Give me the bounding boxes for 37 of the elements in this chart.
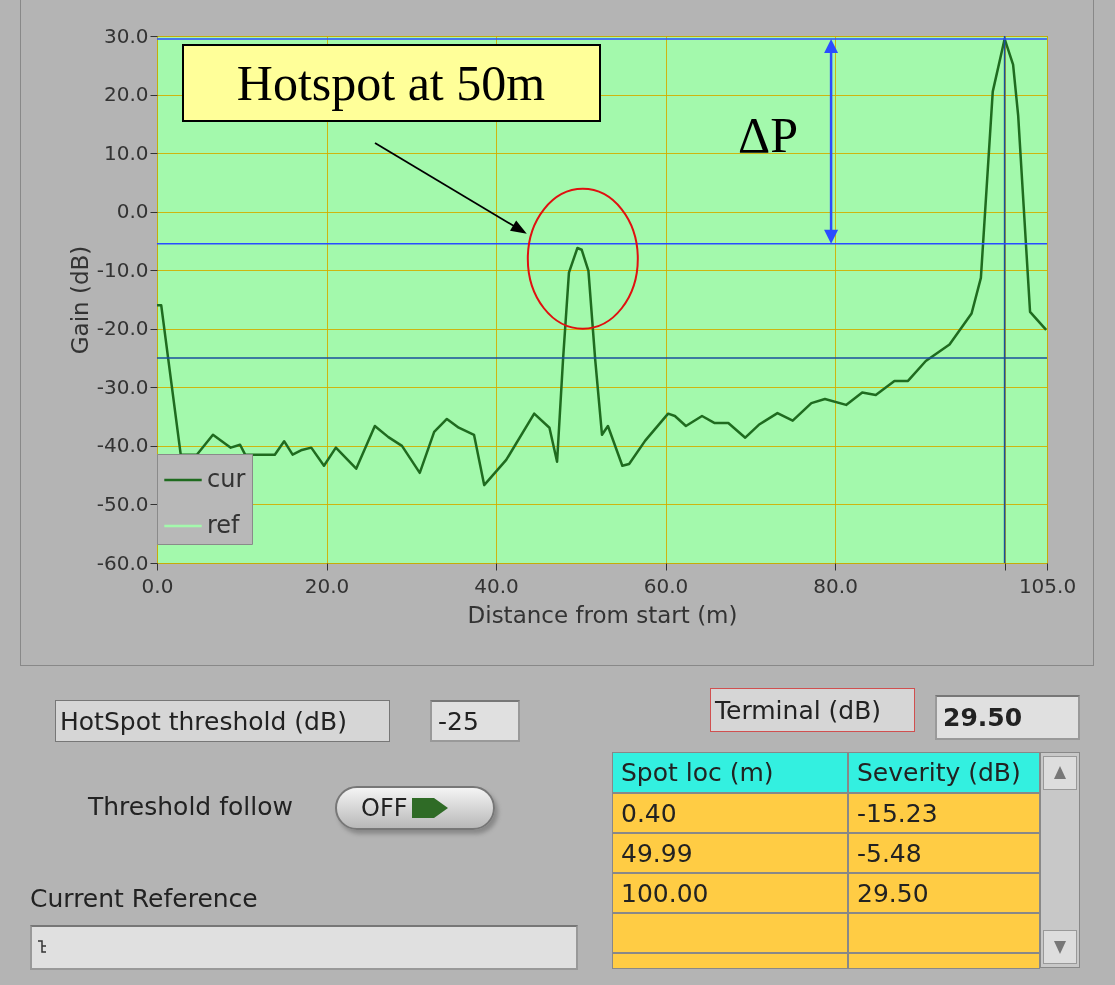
toggle-switch: OFF bbox=[335, 786, 495, 830]
text: -15.23 bbox=[848, 793, 1040, 833]
text: 0.40 bbox=[612, 793, 848, 833]
text: Terminal (dB) bbox=[710, 688, 915, 732]
text: 29.50 bbox=[935, 695, 1080, 740]
y-tick-label: -30.0 bbox=[96, 374, 149, 399]
annotation: Hotspot at 50m bbox=[236, 55, 546, 111]
y-tick-label: -20.0 bbox=[96, 316, 149, 341]
x-axis-title: Distance from start (m) bbox=[467, 601, 738, 628]
text: -5.48 bbox=[848, 833, 1040, 873]
y-axis-title: Gain (dB) bbox=[66, 245, 93, 355]
x-tick-label: 80.0 bbox=[813, 573, 858, 598]
text: Spot loc (m) bbox=[612, 752, 848, 793]
x-tick-label: 40.0 bbox=[474, 573, 519, 598]
annotation: ΔP bbox=[738, 107, 798, 163]
y-tick-label: -60.0 bbox=[96, 550, 149, 575]
text: -25 bbox=[430, 700, 520, 742]
text: 49.99 bbox=[612, 833, 848, 873]
y-tick-label: -40.0 bbox=[96, 433, 149, 458]
text: Severity (dB) bbox=[848, 752, 1040, 793]
x-tick-label: 0.0 bbox=[141, 573, 174, 598]
text: 100.00 bbox=[612, 873, 848, 913]
legend-label: ref bbox=[207, 511, 241, 539]
text: Threshold follow bbox=[88, 790, 294, 823]
y-tick-label: 10.0 bbox=[103, 140, 149, 165]
legend-label: cur bbox=[207, 465, 246, 493]
text: HotSpot threshold (dB) bbox=[55, 700, 390, 742]
y-tick-label: -50.0 bbox=[96, 491, 149, 516]
y-tick-label: 20.0 bbox=[103, 82, 149, 107]
x-tick-label: 20.0 bbox=[304, 573, 350, 598]
y-tick-label: 0.0 bbox=[116, 199, 149, 224]
x-tick-label: 105.0 bbox=[1018, 573, 1077, 598]
text: 29.50 bbox=[848, 873, 1040, 913]
text: Current Reference bbox=[30, 882, 259, 915]
y-tick-label: 30.0 bbox=[103, 23, 149, 48]
y-tick-label: -10.0 bbox=[96, 257, 149, 282]
x-tick-label: 60.0 bbox=[643, 573, 689, 598]
